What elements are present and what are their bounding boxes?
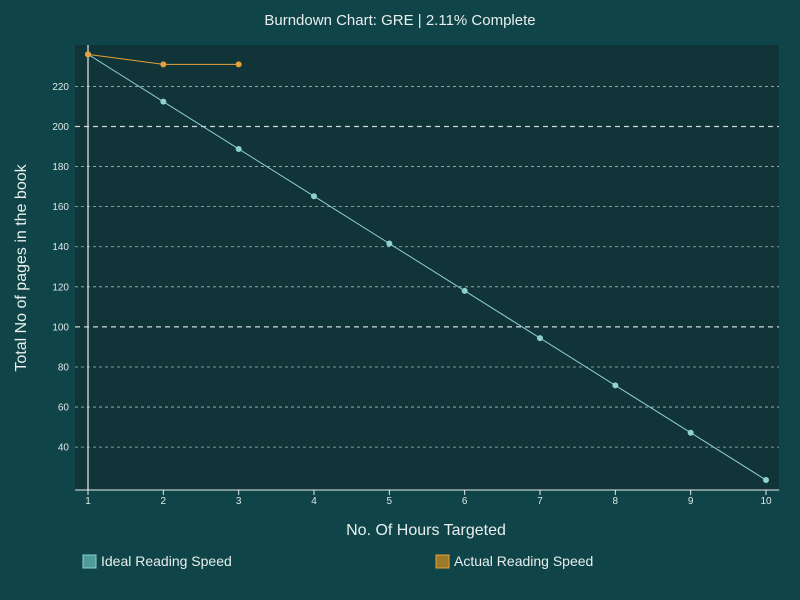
series-0-point-2 xyxy=(160,98,167,105)
y-tick-label-120: 120 xyxy=(52,282,69,293)
series-1-point-3 xyxy=(235,61,242,68)
y-tick-label-60: 60 xyxy=(58,403,70,414)
x-tick-label-2: 2 xyxy=(161,496,167,507)
y-tick-label-200: 200 xyxy=(52,122,69,133)
legend-swatch-actual xyxy=(435,554,450,569)
x-tick-label-3: 3 xyxy=(236,496,242,507)
y-tick-label-100: 100 xyxy=(52,322,69,333)
tick-labels: 40 60 80 100 120 140 160 180 200 220 1 2 3 4 5 6 7 8 9 10 xyxy=(52,82,772,507)
legend: Ideal Reading Speed Actual Reading Speed xyxy=(82,553,593,569)
x-tick-label-1: 1 xyxy=(85,496,91,507)
series-1-point-1 xyxy=(85,51,91,58)
series-0-point-3 xyxy=(235,145,242,152)
x-tick-label-9: 9 xyxy=(688,496,694,507)
series-lines xyxy=(85,51,769,483)
series-0-point-9 xyxy=(687,429,694,436)
legend-label-ideal: Ideal Reading Speed xyxy=(101,553,232,569)
x-tick-label-10: 10 xyxy=(760,496,772,507)
x-tick-label-6: 6 xyxy=(462,496,468,507)
y-tick-label-80: 80 xyxy=(58,362,70,373)
series-1-point-2 xyxy=(160,61,167,68)
grid-lines xyxy=(75,86,779,448)
x-tick-label-4: 4 xyxy=(311,496,317,507)
series-line-0 xyxy=(87,53,767,481)
series-0-point-6 xyxy=(461,287,468,294)
y-tick-label-40: 40 xyxy=(58,443,70,454)
y-tick-label-140: 140 xyxy=(52,242,69,253)
y-tick-label-160: 160 xyxy=(52,202,69,213)
legend-label-actual: Actual Reading Speed xyxy=(454,553,593,569)
y-axis-title: Total No of pages in the book xyxy=(13,163,30,371)
x-tick-label-8: 8 xyxy=(613,496,619,507)
x-axis-title: No. Of Hours Targeted xyxy=(346,522,506,539)
series-0-point-8 xyxy=(612,382,619,389)
series-0-point-10 xyxy=(763,476,769,483)
legend-item-ideal[interactable]: Ideal Reading Speed xyxy=(82,553,232,569)
x-tick-label-7: 7 xyxy=(537,496,543,507)
legend-swatch-ideal xyxy=(82,554,97,569)
series-0-point-7 xyxy=(537,335,543,342)
x-tick-label-5: 5 xyxy=(387,496,393,507)
series-0-point-4 xyxy=(311,193,317,200)
y-tick-label-220: 220 xyxy=(52,82,69,93)
axes xyxy=(75,45,779,495)
legend-item-actual[interactable]: Actual Reading Speed xyxy=(435,553,593,569)
y-tick-label-180: 180 xyxy=(52,162,69,173)
series-0-point-5 xyxy=(386,240,393,247)
chart-title: Burndown Chart: GRE | 2.11% Complete xyxy=(264,12,535,29)
